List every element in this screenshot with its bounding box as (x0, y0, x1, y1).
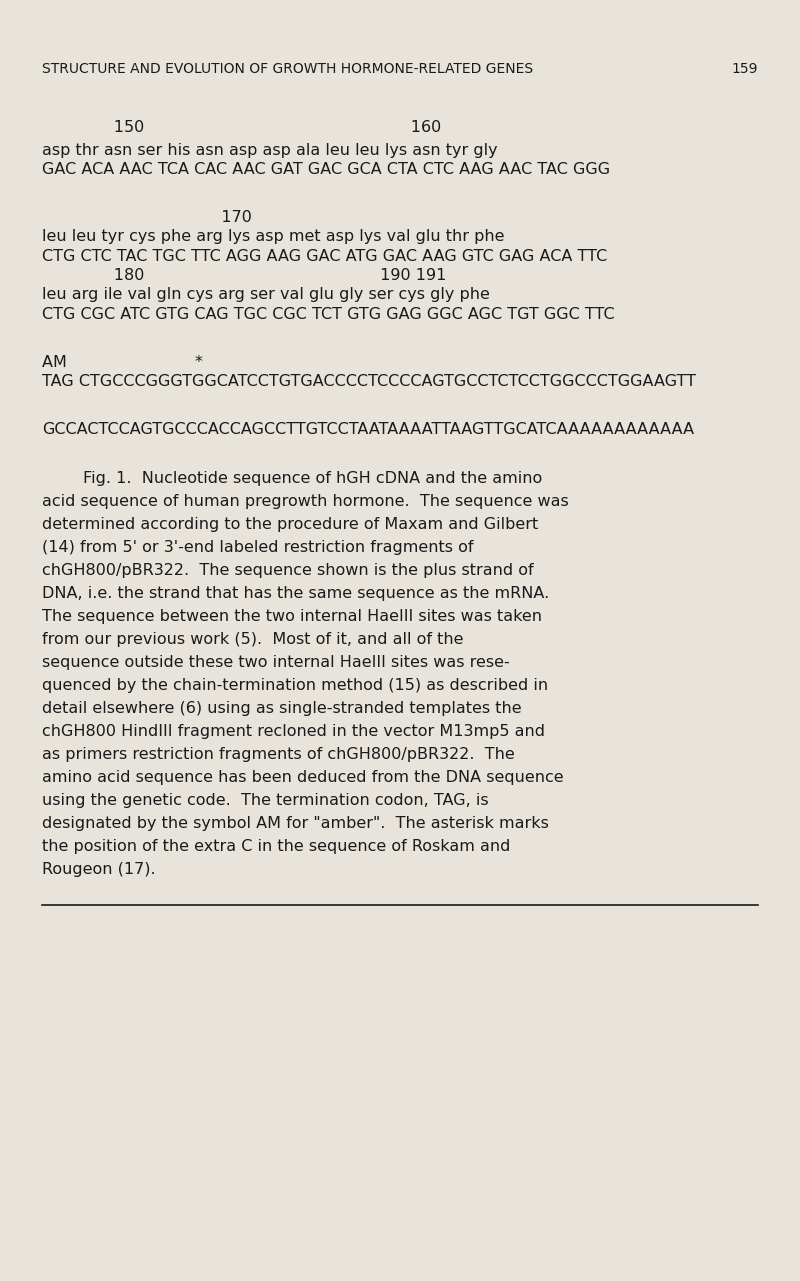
Text: TAG CTGCCCGGGTGGCATCCTGTGACCCCTCCCCAGTGCCTCTCCTGGCCCTGGAAGTT: TAG CTGCCCGGGTGGCATCCTGTGACCCCTCCCCAGTGC… (42, 374, 696, 389)
Text: amino acid sequence has been deduced from the DNA sequence: amino acid sequence has been deduced fro… (42, 770, 564, 785)
Text: 170: 170 (42, 210, 252, 225)
Text: GCCACTCCAGTGCCCACCAGCCTTGTCCTAATAAAATTAAGTTGCATCAAAAAAAAAAAA: GCCACTCCAGTGCCCACCAGCCTTGTCCTAATAAAATTAA… (42, 421, 694, 437)
Text: 150                                                    160: 150 160 (42, 120, 442, 135)
Text: DNA, i.e. the strand that has the same sequence as the mRNA.: DNA, i.e. the strand that has the same s… (42, 585, 550, 601)
Text: CTG CGC ATC GTG CAG TGC CGC TCT GTG GAG GGC AGC TGT GGC TTC: CTG CGC ATC GTG CAG TGC CGC TCT GTG GAG … (42, 307, 614, 322)
Text: leu leu tyr cys phe arg lys asp met asp lys val glu thr phe: leu leu tyr cys phe arg lys asp met asp … (42, 229, 505, 243)
Text: determined according to the procedure of Maxam and Gilbert: determined according to the procedure of… (42, 518, 538, 532)
Text: AM                         *: AM * (42, 355, 203, 370)
Text: GAC ACA AAC TCA CAC AAC GAT GAC GCA CTA CTC AAG AAC TAC GGG: GAC ACA AAC TCA CAC AAC GAT GAC GCA CTA … (42, 161, 610, 177)
Text: asp thr asn ser his asn asp asp ala leu leu lys asn tyr gly: asp thr asn ser his asn asp asp ala leu … (42, 143, 498, 158)
Text: STRUCTURE AND EVOLUTION OF GROWTH HORMONE-RELATED GENES: STRUCTURE AND EVOLUTION OF GROWTH HORMON… (42, 61, 533, 76)
Text: (14) from 5' or 3'-end labeled restriction fragments of: (14) from 5' or 3'-end labeled restricti… (42, 541, 474, 555)
Text: acid sequence of human pregrowth hormone.  The sequence was: acid sequence of human pregrowth hormone… (42, 494, 569, 509)
Text: chGH800/pBR322.  The sequence shown is the plus strand of: chGH800/pBR322. The sequence shown is th… (42, 564, 534, 578)
Text: the position of the extra C in the sequence of Roskam and: the position of the extra C in the seque… (42, 839, 510, 854)
Text: 159: 159 (731, 61, 758, 76)
Text: using the genetic code.  The termination codon, TAG, is: using the genetic code. The termination … (42, 793, 489, 808)
Text: 180                                              190 191: 180 190 191 (42, 268, 446, 283)
Text: CTG CTC TAC TGC TTC AGG AAG GAC ATG GAC AAG GTC GAG ACA TTC: CTG CTC TAC TGC TTC AGG AAG GAC ATG GAC … (42, 249, 607, 264)
Text: detail elsewhere (6) using as single-stranded templates the: detail elsewhere (6) using as single-str… (42, 701, 522, 716)
Text: as primers restriction fragments of chGH800/pBR322.  The: as primers restriction fragments of chGH… (42, 747, 514, 762)
Text: sequence outside these two internal HaeIII sites was rese-: sequence outside these two internal HaeI… (42, 655, 510, 670)
Text: quenced by the chain-termination method (15) as described in: quenced by the chain-termination method … (42, 678, 548, 693)
Text: designated by the symbol AM for "amber".  The asterisk marks: designated by the symbol AM for "amber".… (42, 816, 549, 831)
Text: chGH800 HindIII fragment recloned in the vector M13mp5 and: chGH800 HindIII fragment recloned in the… (42, 724, 545, 739)
Text: The sequence between the two internal HaeIII sites was taken: The sequence between the two internal Ha… (42, 608, 542, 624)
Text: Rougeon (17).: Rougeon (17). (42, 862, 156, 877)
Text: Fig. 1.  Nucleotide sequence of hGH cDNA and the amino: Fig. 1. Nucleotide sequence of hGH cDNA … (42, 471, 542, 485)
Text: from our previous work (5).  Most of it, and all of the: from our previous work (5). Most of it, … (42, 632, 463, 647)
Text: leu arg ile val gln cys arg ser val glu gly ser cys gly phe: leu arg ile val gln cys arg ser val glu … (42, 287, 490, 302)
